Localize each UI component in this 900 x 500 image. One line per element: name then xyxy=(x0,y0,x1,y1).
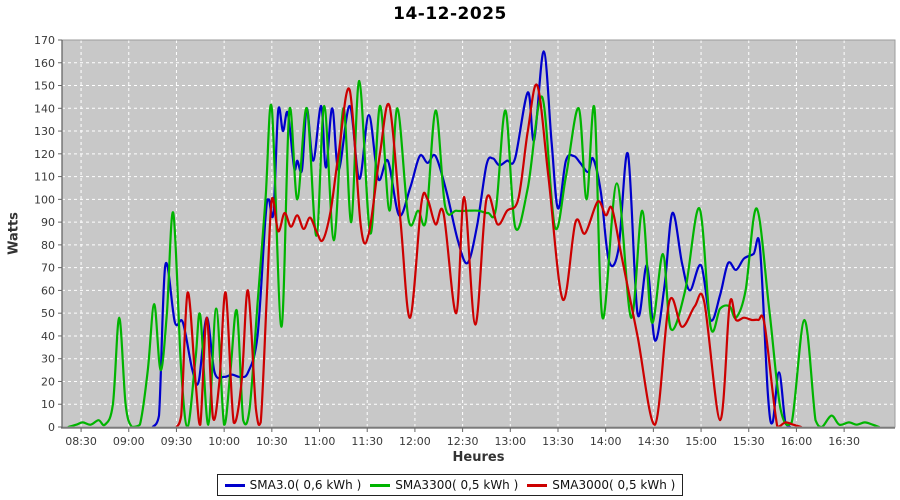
svg-text:15:30: 15:30 xyxy=(733,435,765,448)
svg-text:16:30: 16:30 xyxy=(828,435,860,448)
svg-text:30: 30 xyxy=(41,353,55,366)
svg-text:150: 150 xyxy=(34,80,55,93)
legend-label-sma3300: SMA3300( 0,5 kWh ) xyxy=(395,478,519,492)
y-axis-title: Watts xyxy=(6,212,22,255)
svg-text:50: 50 xyxy=(41,307,55,320)
svg-text:15:00: 15:00 xyxy=(685,435,717,448)
svg-text:08:30: 08:30 xyxy=(65,435,97,448)
svg-text:120: 120 xyxy=(34,148,55,161)
svg-text:10:30: 10:30 xyxy=(256,435,288,448)
svg-text:170: 170 xyxy=(34,34,55,47)
svg-text:09:30: 09:30 xyxy=(161,435,193,448)
legend-label-sma3000: SMA3000( 0,5 kWh ) xyxy=(552,478,676,492)
svg-text:13:30: 13:30 xyxy=(542,435,574,448)
svg-text:20: 20 xyxy=(41,375,55,388)
svg-text:12:30: 12:30 xyxy=(447,435,479,448)
svg-text:90: 90 xyxy=(41,216,55,229)
grid-vertical xyxy=(80,40,845,427)
y-axis-ticks xyxy=(58,39,62,428)
legend-item-sma3000: SMA3000( 0,5 kWh ) xyxy=(527,478,675,492)
x-tick-labels: 08:30 09:00 09:30 10:00 10:30 11:00 11:30 12:00… xyxy=(65,435,860,448)
svg-text:160: 160 xyxy=(34,57,55,70)
svg-text:13:00: 13:00 xyxy=(494,435,526,448)
svg-text:80: 80 xyxy=(41,239,55,252)
legend: SMA3.0( 0,6 kWh ) SMA3300( 0,5 kWh ) SMA30… xyxy=(0,474,900,496)
svg-text:60: 60 xyxy=(41,284,55,297)
series-line-sma30 xyxy=(151,50,792,429)
legend-swatch-sma3000 xyxy=(527,483,548,487)
svg-text:11:00: 11:00 xyxy=(304,435,336,448)
series-line-sma3000 xyxy=(175,83,803,429)
legend-swatch-sma30 xyxy=(224,483,245,487)
svg-text:14:00: 14:00 xyxy=(590,435,622,448)
axis-lines xyxy=(61,40,895,429)
svg-text:40: 40 xyxy=(41,330,55,343)
svg-text:110: 110 xyxy=(34,171,55,184)
svg-text:140: 140 xyxy=(34,102,55,115)
x-axis-ticks xyxy=(80,428,845,432)
chart-title: 14-12-2025 xyxy=(393,4,507,24)
svg-text:70: 70 xyxy=(41,262,55,275)
svg-text:130: 130 xyxy=(34,125,55,138)
svg-text:10: 10 xyxy=(41,398,55,411)
legend-label-sma30: SMA3.0( 0,6 kWh ) xyxy=(249,478,362,492)
svg-text:12:00: 12:00 xyxy=(399,435,431,448)
svg-text:100: 100 xyxy=(34,193,55,206)
svg-text:16:00: 16:00 xyxy=(781,435,813,448)
legend-box: SMA3.0( 0,6 kWh ) SMA3300( 0,5 kWh ) SMA30… xyxy=(216,474,684,496)
legend-swatch-sma3300 xyxy=(370,483,391,487)
svg-text:09:00: 09:00 xyxy=(113,435,145,448)
svg-text:14:30: 14:30 xyxy=(638,435,670,448)
svg-text:0: 0 xyxy=(48,421,55,434)
svg-text:10:00: 10:00 xyxy=(208,435,240,448)
series-line-sma3300 xyxy=(67,79,881,429)
legend-item-sma3300: SMA3300( 0,5 kWh ) xyxy=(370,478,518,492)
grid-horizontal xyxy=(62,39,895,405)
svg-text:11:30: 11:30 xyxy=(351,435,383,448)
legend-item-sma30: SMA3.0( 0,6 kWh ) xyxy=(224,478,362,492)
x-axis-title: Heures xyxy=(452,450,505,465)
y-tick-labels: 0 10 20 30 40 50 60 70 80 90 100 110 120 130 140 150 160… xyxy=(34,34,55,434)
